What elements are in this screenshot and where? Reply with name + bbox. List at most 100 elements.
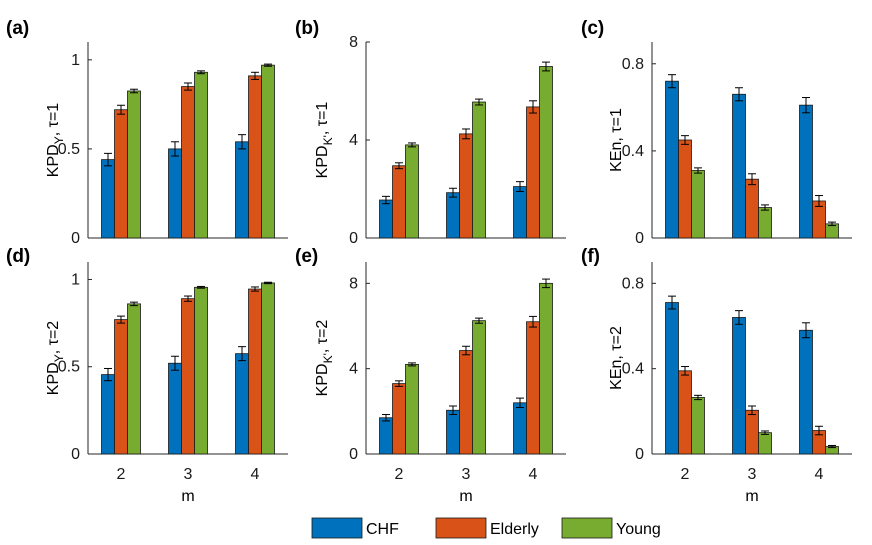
panel-a: (a) 0 0.5 1 KPDY, τ=1 xyxy=(6,18,288,247)
bar-elderly-m3 xyxy=(745,409,759,455)
x-tick-label: 2 xyxy=(117,466,126,483)
bar-chf-m3 xyxy=(732,317,746,455)
x-tick-label: 4 xyxy=(815,466,824,483)
bar-young-m2 xyxy=(405,363,419,455)
bar-young-m3 xyxy=(472,101,486,239)
bar-elderly-m2 xyxy=(392,165,406,239)
y-axis-label: KPDY, τ=2 xyxy=(45,321,66,395)
bar-elderly-m3 xyxy=(459,350,473,455)
y-tick-label: 8 xyxy=(349,275,358,292)
legend-swatch-elderly xyxy=(435,517,487,539)
bar-elderly-m2 xyxy=(114,109,128,239)
panel-label: (e) xyxy=(295,246,318,267)
panel-c: (c) 0 0.4 0.8 KEn, τ=1 xyxy=(581,18,852,247)
panel-label: (a) xyxy=(6,18,29,39)
y-tick-label: 4 xyxy=(349,361,358,378)
y-tick-label: 0.4 xyxy=(622,361,644,378)
bar-young-m3 xyxy=(194,286,208,455)
y-tick-label: 0 xyxy=(71,230,80,247)
bar-chf-m3 xyxy=(732,93,746,239)
bar-young-m2 xyxy=(691,397,705,455)
bar-chf-m2 xyxy=(665,80,679,239)
panel-e: (e) 0 4 8 2 3 4 m KPDK', τ=2 xyxy=(295,246,566,505)
panel-label: (b) xyxy=(295,18,319,39)
y-axis-label: KEn, τ=1 xyxy=(608,108,625,172)
bar-elderly-m2 xyxy=(678,370,692,455)
y-tick-label: 1 xyxy=(71,52,80,69)
panel-f: (f) 0 0.4 0.8 2 3 4 m KEn, τ=2 xyxy=(581,246,852,505)
y-axis-label: KPDK', τ=2 xyxy=(314,320,335,397)
y-tick-label: 0.5 xyxy=(58,359,80,376)
bar-chf-m4 xyxy=(235,141,249,239)
y-tick-label: 0.8 xyxy=(622,275,644,292)
bar-elderly-m4 xyxy=(526,321,540,455)
bar-chf-m2 xyxy=(379,199,393,239)
bar-elderly-m4 xyxy=(526,106,540,239)
bar-young-m3 xyxy=(758,207,772,239)
x-axis-label: m xyxy=(745,488,758,505)
bar-young-m2 xyxy=(127,303,141,455)
bar-chf-m4 xyxy=(513,186,527,239)
bar-elderly-m4 xyxy=(248,288,262,455)
panel-label: (c) xyxy=(581,18,604,39)
bar-chf-m2 xyxy=(101,159,115,239)
y-axis-label: KPDK', τ=1 xyxy=(314,102,335,179)
x-tick-label: 2 xyxy=(395,466,404,483)
bar-chf-m4 xyxy=(799,104,813,239)
bar-elderly-m2 xyxy=(392,383,406,455)
bar-elderly-m2 xyxy=(114,319,128,455)
bar-chf-m2 xyxy=(665,302,679,455)
y-tick-label: 1 xyxy=(71,271,80,288)
bar-chf-m2 xyxy=(101,374,115,455)
bar-chf-m3 xyxy=(446,192,460,239)
bar-young-m2 xyxy=(127,90,141,239)
bar-young-m3 xyxy=(758,432,772,455)
bar-young-m4 xyxy=(261,282,275,455)
bar-chf-m3 xyxy=(446,409,460,455)
x-tick-label: 4 xyxy=(529,466,538,483)
bar-chf-m4 xyxy=(513,402,527,455)
y-tick-label: 4 xyxy=(349,132,358,149)
panel-d: (d) 0 0.5 1 2 3 4 m KPDY, τ=2 xyxy=(6,246,288,505)
bar-elderly-m3 xyxy=(745,178,759,239)
x-axis-label: m xyxy=(181,488,194,505)
bar-elderly-m2 xyxy=(678,139,692,239)
bar-elderly-m3 xyxy=(181,86,195,239)
bar-young-m2 xyxy=(691,170,705,239)
bar-young-m4 xyxy=(539,66,553,239)
x-tick-label: 4 xyxy=(251,466,260,483)
x-tick-label: 3 xyxy=(184,466,193,483)
y-tick-label: 0.4 xyxy=(622,143,644,160)
bar-chf-m4 xyxy=(799,329,813,455)
bar-young-m4 xyxy=(261,64,275,239)
panel-label: (d) xyxy=(6,246,30,267)
legend: CHF Elderly Young xyxy=(311,517,661,539)
legend-swatch-young xyxy=(561,517,613,539)
bar-elderly-m3 xyxy=(459,133,473,239)
y-tick-label: 0 xyxy=(635,230,644,247)
legend-swatch-chf xyxy=(311,517,363,539)
bar-young-m3 xyxy=(194,71,208,239)
bar-chf-m4 xyxy=(235,353,249,455)
y-tick-label: 0.8 xyxy=(622,56,644,73)
y-tick-label: 0 xyxy=(349,230,358,247)
legend-label-elderly: Elderly xyxy=(490,521,539,538)
y-tick-label: 0 xyxy=(349,446,358,463)
bar-chf-m3 xyxy=(168,148,182,239)
y-tick-label: 0 xyxy=(71,446,80,463)
y-axis-label: KEn, τ=2 xyxy=(608,326,625,390)
bar-chf-m2 xyxy=(379,417,393,455)
bar-young-m2 xyxy=(405,144,419,239)
y-tick-label: 0.5 xyxy=(58,141,80,158)
x-axis-label: m xyxy=(459,488,472,505)
bar-elderly-m3 xyxy=(181,298,195,455)
x-tick-label: 3 xyxy=(462,466,471,483)
legend-label-chf: CHF xyxy=(366,521,399,538)
y-axis-label: KPDY, τ=1 xyxy=(45,103,66,177)
bar-young-m4 xyxy=(539,282,553,455)
bar-elderly-m4 xyxy=(248,75,262,239)
y-tick-label: 8 xyxy=(349,34,358,51)
x-tick-label: 2 xyxy=(681,466,690,483)
y-tick-label: 0 xyxy=(635,446,644,463)
